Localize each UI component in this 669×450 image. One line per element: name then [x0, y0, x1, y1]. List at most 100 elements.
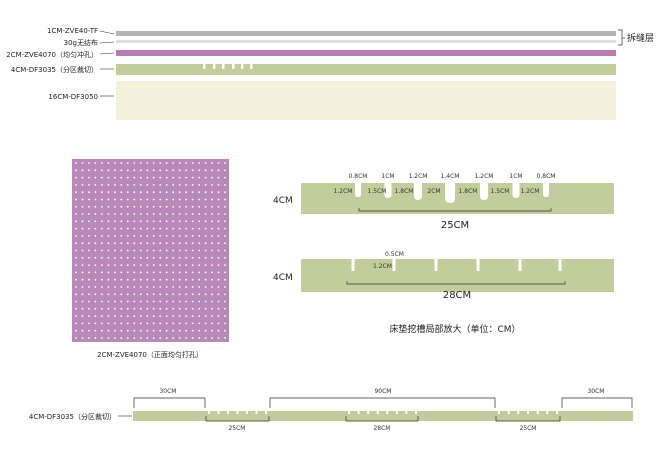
perforation-hole: [172, 227, 175, 230]
perforation-hole: [107, 249, 110, 252]
perforation-hole: [224, 315, 226, 317]
perforation-hole: [94, 307, 97, 310]
perforation-hole: [120, 213, 123, 215]
perforation-hole: [146, 286, 149, 288]
perforation-hole: [75, 286, 77, 288]
perforation-hole: [120, 264, 123, 266]
perforation-hole: [139, 198, 142, 201]
perforation-hole: [204, 293, 207, 296]
perforation-hole: [211, 307, 213, 310]
perforation-hole: [204, 191, 207, 194]
perforation-hole: [146, 235, 149, 237]
perforation-hole: [165, 198, 168, 201]
perforation-hole: [126, 213, 129, 215]
perforation-hole: [114, 337, 116, 339]
perforation-hole: [139, 271, 142, 274]
perforation-hole: [159, 256, 162, 259]
perforation-hole: [88, 286, 90, 288]
perforation-hole: [159, 176, 162, 179]
perforation-hole: [94, 176, 97, 179]
perforation-hole: [75, 256, 77, 259]
perforation-hole: [211, 169, 213, 172]
perforation-hole: [75, 300, 77, 303]
groove-width-label: 1.2CM: [475, 173, 494, 180]
perforation-hole: [217, 337, 220, 339]
perforation-hole: [75, 220, 77, 223]
perforation-hole: [94, 184, 97, 186]
perforation-hole: [198, 162, 201, 164]
perforation-hole: [114, 198, 116, 201]
slot: [405, 411, 408, 414]
perforation-hole: [126, 227, 129, 230]
perforation-hole: [224, 220, 226, 223]
detail-bottom: 4CM 0.5CM 1.2CM 28CM 床垫挖槽局部放大（单位：CM）: [273, 251, 614, 335]
perforation-hole: [178, 322, 181, 325]
perforation-hole: [165, 322, 168, 325]
leader-line: [99, 52, 115, 55]
perforation-hole: [133, 191, 136, 194]
perforation-hole: [94, 249, 97, 252]
perforation-hole: [191, 235, 194, 237]
perforation-hole: [101, 198, 103, 201]
perforation-hole: [114, 169, 116, 172]
perforation-hole: [81, 286, 84, 288]
perforation-hole: [178, 271, 181, 274]
perforation-hole: [217, 271, 220, 274]
perforation-hole: [204, 169, 207, 172]
perforation-hole: [152, 242, 155, 245]
perforation-hole: [165, 315, 168, 317]
layer-bar-df3035: [116, 64, 616, 75]
perforation-hole: [172, 307, 175, 310]
perforation-hole: [120, 315, 123, 317]
perforation-hole: [139, 329, 142, 332]
perforation-hole: [185, 293, 188, 296]
perforation-hole: [139, 300, 142, 303]
perforation-hole: [191, 213, 194, 215]
perforation-hole: [88, 322, 90, 325]
perforation-hole: [114, 278, 116, 281]
perforation-hole: [88, 220, 90, 223]
perforation-hole: [88, 235, 90, 237]
perforation-hole: [185, 235, 188, 237]
perforation-hole: [191, 162, 194, 164]
bottom-strip-label: 4CM-DF3035（分区裁切）: [29, 412, 116, 421]
dim-line-top-left: [133, 397, 206, 408]
perforation-hole: [152, 286, 155, 288]
perforation-hole: [211, 242, 213, 245]
perforation-hole: [152, 264, 155, 266]
perforation-hole: [172, 235, 175, 237]
perforation-hole: [198, 286, 201, 288]
perforation-hole: [191, 307, 194, 310]
perforation-hole: [88, 256, 90, 259]
layer-bar-df3050: [116, 81, 616, 120]
perforation-hole: [185, 329, 188, 332]
perforation-hole: [172, 300, 175, 303]
perforation-hole: [139, 162, 142, 164]
perforation-hole: [120, 329, 123, 332]
perforation-hole: [185, 256, 188, 259]
groove: [355, 183, 361, 197]
perforation-hole: [191, 256, 194, 259]
perforation-hole: [107, 176, 110, 179]
perforation-hole: [75, 227, 77, 230]
perforation-hole: [165, 329, 168, 332]
perforation-hole: [139, 169, 142, 172]
perforation-hole: [211, 322, 213, 325]
perforation-hole: [126, 300, 129, 303]
perforation-hole: [172, 169, 175, 172]
perforation-hole: [172, 286, 175, 288]
perforation-hole: [204, 205, 207, 208]
perforation-hole: [165, 162, 168, 164]
perforation-hole: [139, 264, 142, 266]
perforation-hole: [81, 227, 84, 230]
slot: [236, 411, 239, 414]
perforation-hole: [114, 205, 116, 208]
perforation-hole: [159, 191, 162, 194]
detail-bottom-span-label: 28CM: [443, 290, 471, 301]
perforation-hole: [146, 300, 149, 303]
perforation-hole: [172, 315, 175, 317]
perforation-hole: [75, 184, 77, 186]
perforation-hole: [178, 184, 181, 186]
perforation-hole: [120, 271, 123, 274]
perforation-hole: [204, 227, 207, 230]
